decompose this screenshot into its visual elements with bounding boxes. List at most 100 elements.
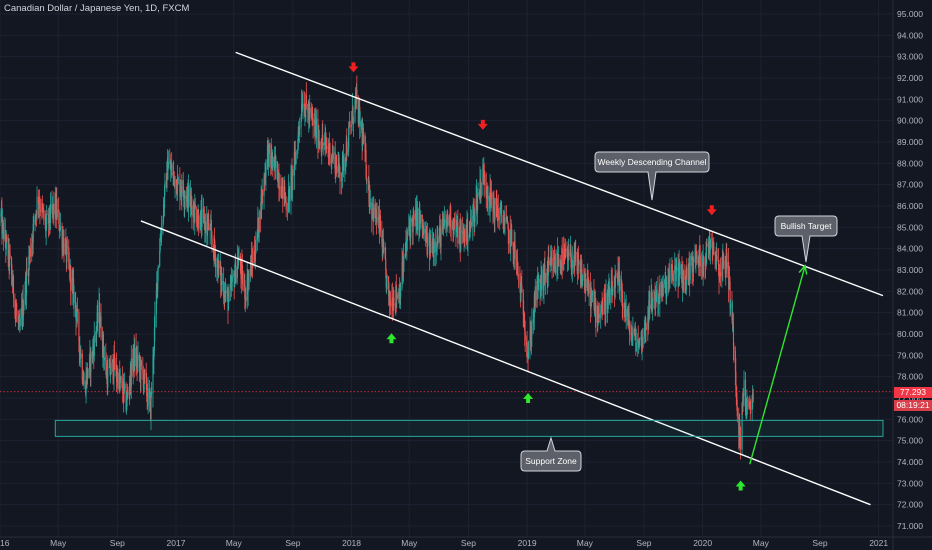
candle-body (287, 209, 289, 212)
candle-body (210, 223, 212, 230)
candle-body (554, 266, 557, 273)
candle-body (171, 164, 173, 176)
channel-bottom-line[interactable] (140, 220, 871, 506)
support-zone-rect[interactable] (54, 419, 884, 437)
candle-body (561, 248, 563, 270)
candle-body (75, 292, 77, 308)
candle-body (730, 303, 732, 308)
candle-body (125, 406, 128, 410)
candle-body (309, 107, 311, 118)
candle-body (80, 353, 82, 358)
candle-body (585, 278, 587, 288)
channel-top-line[interactable] (235, 51, 884, 297)
candle-body (125, 383, 127, 410)
candle-body (522, 292, 524, 315)
candle-body (124, 383, 126, 390)
candle-body (363, 134, 365, 144)
candle-body (322, 143, 324, 146)
candle-body (483, 171, 485, 174)
candle-body (161, 225, 163, 238)
resistance-touch-arrow-icon (477, 119, 488, 130)
candle-body (519, 274, 521, 285)
price-tick-label: 72.000 (897, 500, 923, 510)
candle-body (729, 280, 731, 282)
candle-body (221, 276, 223, 285)
candle-body (291, 169, 294, 187)
time-tick-label: 2016 (0, 538, 10, 548)
candle-body (177, 179, 180, 181)
candle-body (651, 292, 653, 305)
candle-body (511, 229, 513, 244)
time-tick-label: Sep (110, 538, 125, 548)
bullish-target-arrow[interactable] (749, 265, 806, 465)
resistance-touch-arrow-icon (348, 62, 359, 73)
candle-body (23, 306, 25, 315)
candle-body (18, 318, 20, 324)
candle-body (524, 327, 526, 332)
candle-body (88, 369, 90, 379)
candle-body (564, 250, 566, 256)
candle-body (318, 138, 320, 142)
candle-body (553, 257, 555, 272)
candle-body (241, 263, 243, 266)
candle-body (31, 243, 33, 257)
candle-body (265, 160, 267, 178)
candle-body (376, 216, 378, 223)
candle-body (142, 366, 144, 374)
candle-body (224, 290, 226, 299)
candle-body (593, 291, 595, 307)
candle-body (464, 229, 466, 242)
candle-body (257, 217, 259, 237)
candle-body (239, 256, 242, 271)
candle-body (497, 208, 499, 221)
channel-label: Weekly Descending Channel (598, 157, 707, 167)
candle-body (541, 269, 543, 289)
candle-body (649, 304, 651, 309)
candle-body (304, 115, 306, 117)
candle-body (499, 215, 501, 221)
candle-body (284, 186, 286, 200)
candle-body (726, 248, 728, 269)
candle-body (186, 190, 188, 202)
candle-body (179, 179, 181, 197)
candle-body (176, 193, 178, 195)
candle-body (294, 151, 296, 155)
candle-body (403, 257, 405, 259)
candle-body (368, 177, 370, 202)
candle-body (678, 266, 680, 286)
candle-body (598, 314, 600, 319)
candle-body (568, 251, 570, 257)
candle-body (140, 360, 142, 380)
candle-body (22, 298, 24, 315)
candle-body (2, 222, 4, 240)
price-tick-label: 73.000 (897, 478, 923, 488)
candle-body (244, 279, 246, 299)
candle-body (728, 262, 730, 290)
candle-body (214, 254, 217, 268)
candle-body (344, 158, 346, 163)
candle-body (173, 171, 175, 177)
candle-body (402, 270, 404, 276)
candle-body (113, 377, 115, 380)
candle-body (485, 185, 487, 195)
candle-body (517, 265, 519, 275)
candle-body (329, 143, 331, 164)
candle-body (255, 236, 257, 254)
candle-body (540, 284, 542, 292)
candle-body (28, 255, 30, 276)
candle-body (92, 345, 94, 358)
candle-body (516, 261, 519, 266)
candle-body (543, 270, 545, 291)
candle-body (460, 230, 462, 251)
candle-body (691, 256, 693, 260)
candle-body (344, 158, 346, 171)
candle-body (157, 266, 159, 269)
candle-body (709, 239, 711, 251)
candle-body (258, 211, 260, 233)
time-tick-label: Sep (461, 538, 476, 548)
candle-body (527, 352, 529, 356)
candle-body (565, 248, 567, 258)
candle-body (739, 433, 741, 437)
